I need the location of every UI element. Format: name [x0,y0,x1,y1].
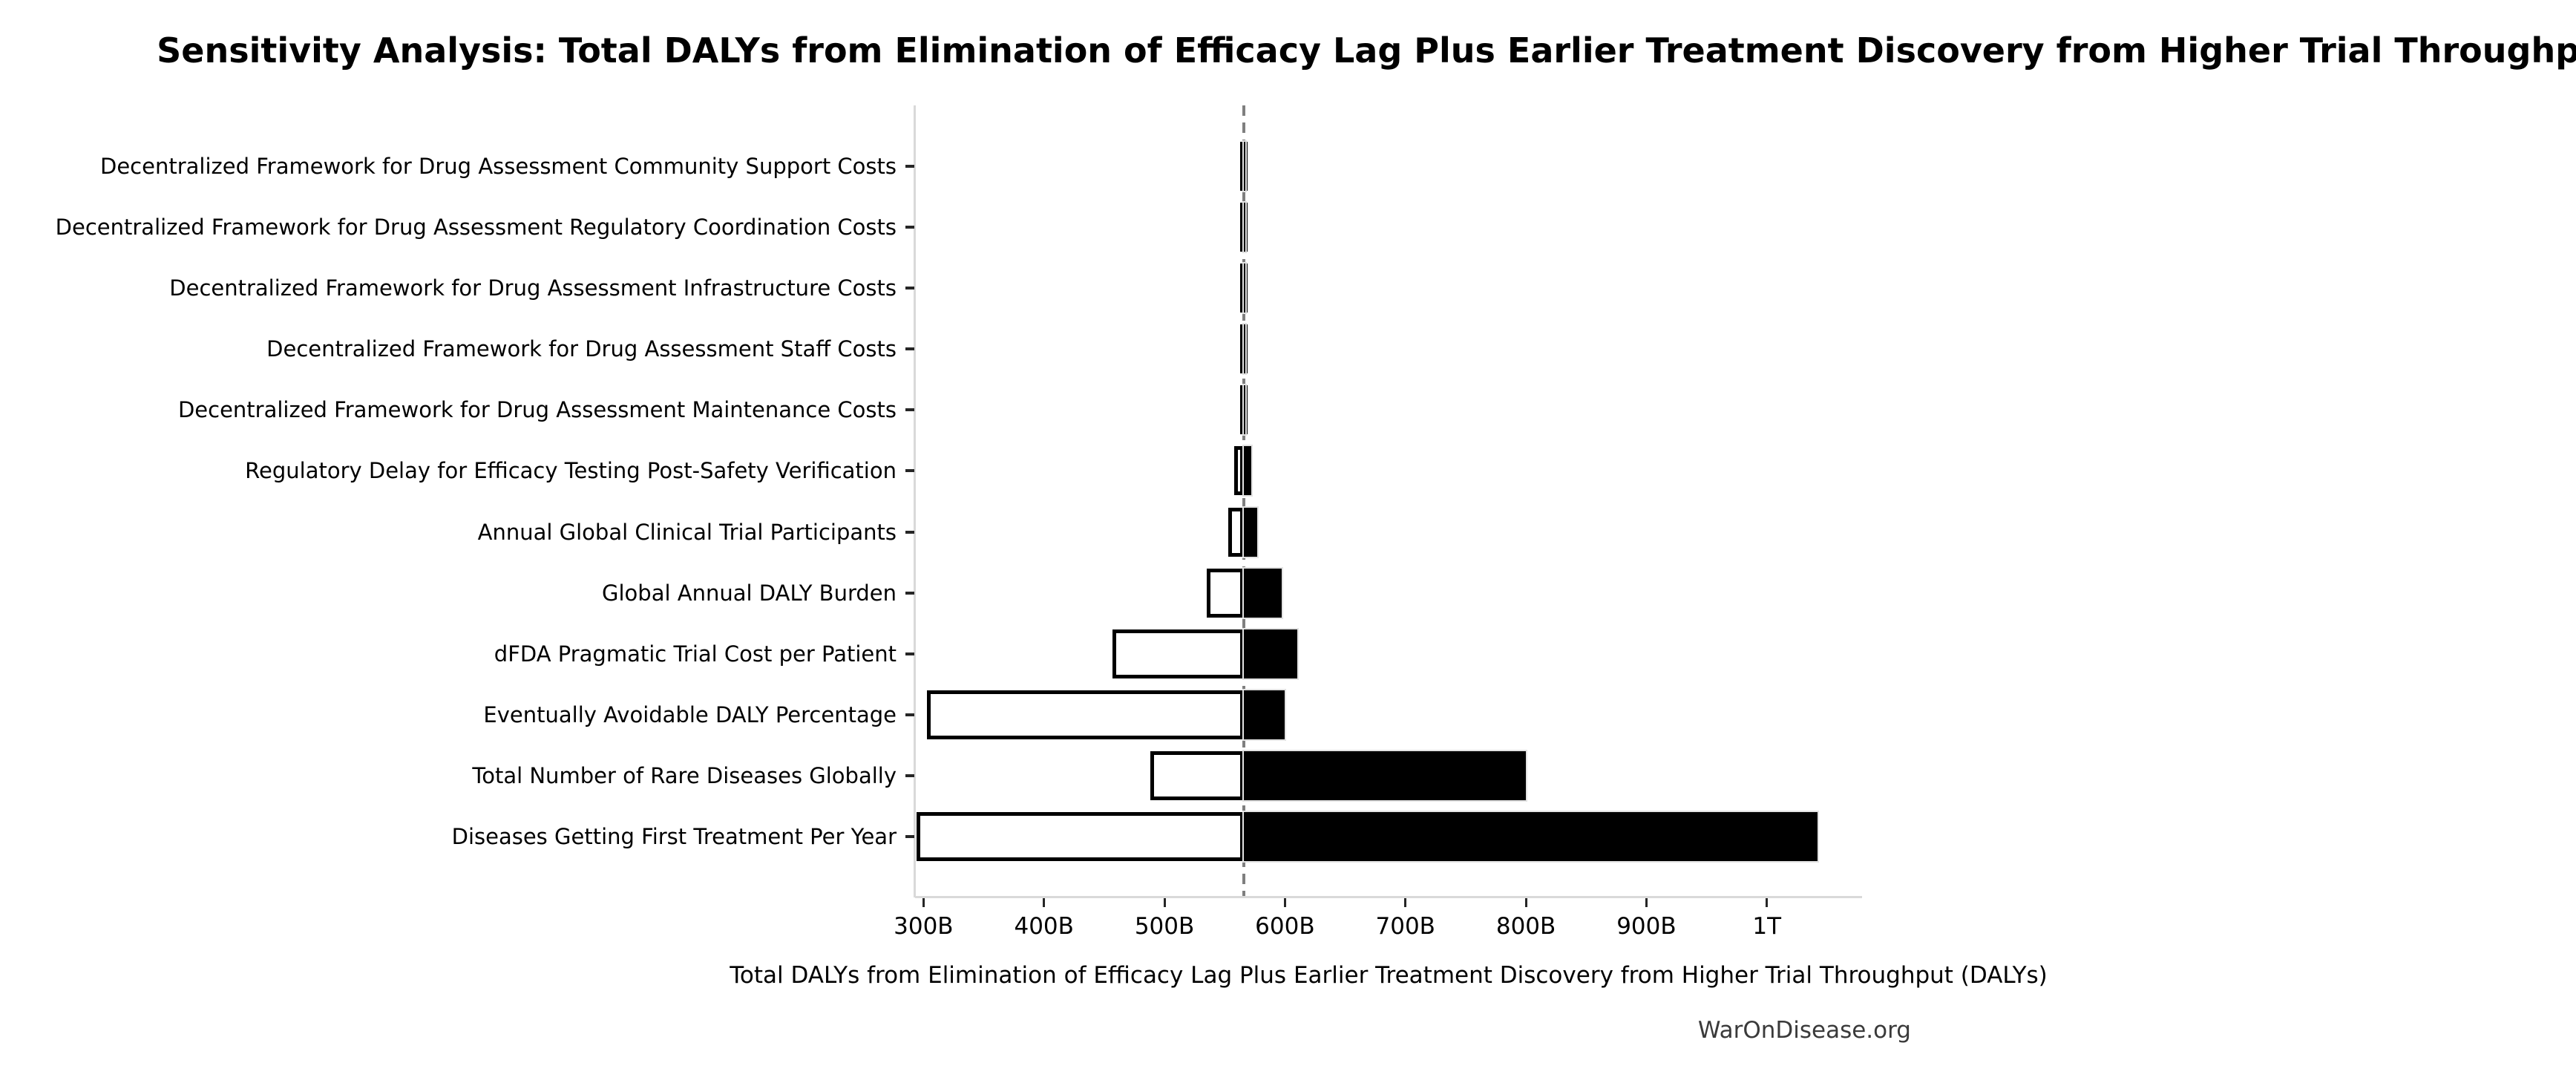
x-tick-mark [1043,898,1046,907]
high-value-bar [1242,201,1247,254]
low-value-bar [916,811,1245,861]
row-label: Diseases Getting First Treatment Per Yea… [451,823,897,849]
low-value-bar [1112,629,1245,678]
row-label: dFDA Pragmatic Trial Cost per Patient [494,641,897,667]
x-tick-label: 800B [1495,913,1556,940]
x-tick-mark [1766,898,1769,907]
low-value-bar [927,690,1245,739]
high-value-bar [1242,262,1247,315]
x-tick-label: 700B [1375,913,1435,940]
row-label: Total Number of Rare Diseases Globally [472,762,897,788]
x-tick-mark [1404,898,1407,907]
row-label: Regulatory Delay for Efficacy Testing Po… [245,458,897,484]
high-value-bar [1242,688,1287,741]
chart-title: Sensitivity Analysis: Total DALYs from E… [157,30,2576,71]
high-value-bar [1242,627,1299,680]
baseline-dashed-line [1242,105,1246,896]
high-value-bar [1242,506,1259,558]
y-tick-mark [905,287,914,290]
high-value-bar [1242,749,1528,802]
high-value-bar [1242,384,1247,436]
high-value-bar [1242,566,1283,619]
row-label: Decentralized Framework for Drug Assessm… [169,275,897,301]
x-tick-mark [1524,898,1527,907]
x-tick-label: 1T [1752,913,1782,940]
y-tick-mark [905,834,914,838]
high-value-bar [1242,445,1253,497]
low-value-bar [1150,750,1245,800]
row-label: Decentralized Framework for Drug Assessm… [55,215,897,241]
y-tick-mark [905,591,914,595]
low-value-bar [1228,507,1245,557]
x-axis-title: Total DALYs from Elimination of Efficacy… [730,962,2048,989]
x-tick-mark [1163,898,1166,907]
y-tick-mark [905,652,914,655]
x-tick-label: 600B [1255,913,1315,940]
x-tick-label: 300B [894,913,954,940]
row-label: Annual Global Clinical Trial Participant… [477,519,897,545]
y-tick-mark [905,469,914,473]
row-label: Global Annual DALY Burden [602,580,897,606]
watermark-text: WarOnDisease.org [1697,1017,1911,1044]
high-value-bar [1242,323,1247,376]
high-value-bar [1242,810,1819,863]
row-label: Eventually Avoidable DALY Percentage [483,701,897,727]
y-tick-mark [905,773,914,777]
row-label: Decentralized Framework for Drug Assessm… [266,336,897,362]
y-axis-spine [914,105,916,897]
x-tick-label: 500B [1134,913,1195,940]
x-axis-spine [915,896,1862,898]
x-tick-label: 900B [1616,913,1677,940]
high-value-bar [1242,140,1247,192]
y-tick-mark [905,713,914,716]
y-tick-mark [905,408,914,412]
x-tick-mark [1645,898,1648,907]
y-tick-mark [905,226,914,229]
low-value-bar [1234,446,1245,496]
row-label: Decentralized Framework for Drug Assessm… [177,397,897,423]
y-tick-mark [905,347,914,351]
y-tick-mark [905,530,914,534]
x-tick-mark [1283,898,1286,907]
low-value-bar [1206,568,1245,618]
y-tick-mark [905,165,914,168]
x-tick-label: 400B [1014,913,1074,940]
x-tick-mark [922,898,925,907]
row-label: Decentralized Framework for Drug Assessm… [100,154,897,179]
